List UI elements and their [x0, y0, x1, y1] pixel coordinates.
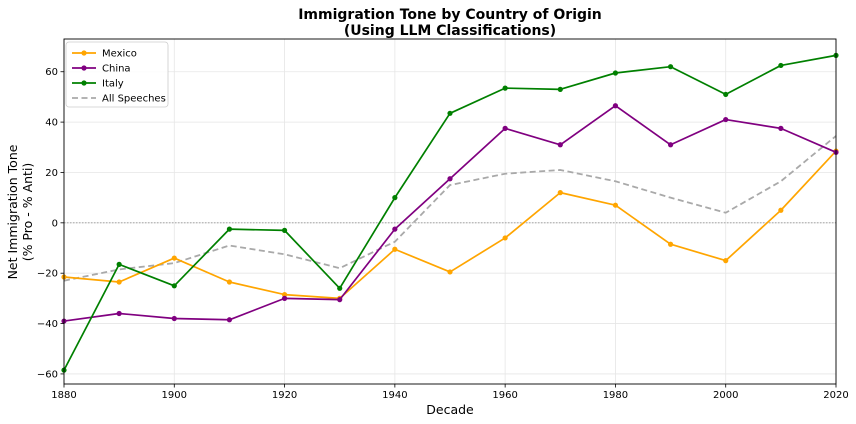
data-point-china	[281, 295, 288, 301]
data-point-china	[502, 125, 508, 131]
data-point-italy	[557, 86, 563, 92]
data-point-italy	[667, 64, 674, 70]
y-axis-label-line2: (% Pro - % Anti)	[20, 163, 35, 262]
data-point-china	[612, 103, 619, 109]
legend-marker-mexico	[81, 50, 87, 56]
data-point-china	[723, 116, 729, 123]
data-point-italy	[392, 195, 398, 201]
data-point-italy	[723, 91, 729, 98]
x-tick-label: 1960	[492, 390, 517, 401]
legend-label-mexico: Mexico	[102, 49, 137, 60]
data-point-mexico	[226, 279, 233, 285]
chart-subtitle: (Using LLM Classifications)	[344, 23, 556, 39]
data-point-italy	[226, 226, 233, 232]
legend-items: Mexico China Italy All Speeches	[72, 49, 166, 105]
series-layer	[61, 52, 839, 373]
data-point-china	[557, 142, 563, 148]
y-tick-label: 0	[52, 218, 58, 229]
x-tick-label: 1980	[603, 390, 628, 401]
y-axis-label: Net Immigration Tone	[5, 144, 20, 279]
x-tick-label: 1920	[272, 390, 297, 401]
legend-label-china: China	[102, 64, 131, 75]
data-point-mexico	[447, 269, 453, 275]
legend-marker-china	[81, 65, 87, 71]
y-tick-label: 20	[45, 168, 58, 179]
data-point-china	[171, 315, 177, 322]
data-point-mexico	[281, 292, 288, 298]
plot-frame	[63, 38, 837, 385]
y-tick-label: 60	[45, 67, 58, 78]
data-point-mexico	[723, 258, 729, 264]
data-point-italy	[612, 70, 619, 76]
data-point-italy	[778, 62, 784, 69]
data-point-italy	[337, 285, 343, 291]
x-tick-label: 2000	[713, 390, 738, 401]
data-point-mexico	[557, 190, 563, 196]
data-point-mexico	[171, 255, 177, 261]
data-point-china	[447, 176, 453, 182]
x-ticks: 1880 1900 1920 1940 1960 1980 2000 2020	[51, 384, 849, 401]
data-point-mexico	[392, 246, 398, 252]
series-line-all-speeches	[63, 135, 837, 282]
legend-marker-italy	[81, 80, 87, 86]
data-point-china	[337, 297, 343, 303]
x-tick-label: 1880	[51, 390, 76, 401]
data-point-italy	[502, 85, 508, 91]
data-point-mexico	[502, 235, 508, 241]
x-tick-label: 1900	[162, 390, 187, 401]
data-point-italy	[281, 227, 288, 233]
data-point-mexico	[667, 241, 674, 247]
x-axis-label: Decade	[426, 402, 474, 417]
data-point-china	[226, 317, 233, 323]
y-ticks: −60 −40 −20 0 20 40 60	[37, 67, 64, 380]
data-point-mexico	[778, 207, 784, 213]
y-tick-label: −40	[37, 319, 58, 330]
y-tick-label: −60	[37, 369, 58, 380]
data-point-italy	[447, 110, 453, 116]
y-tick-label: −20	[37, 269, 58, 280]
data-point-china	[392, 226, 398, 232]
chart-title: Immigration Tone by Country of Origin	[298, 7, 602, 23]
x-tick-label: 2020	[823, 390, 848, 401]
data-point-china	[778, 125, 784, 131]
y-tick-label: 40	[45, 118, 58, 129]
legend-box	[65, 41, 169, 108]
data-point-china	[116, 310, 122, 317]
legend: Mexico China Italy All Speeches	[65, 41, 169, 108]
data-point-italy	[116, 261, 122, 267]
legend-label-all-speeches: All Speeches	[102, 94, 166, 105]
data-point-italy	[171, 283, 177, 289]
legend-label-italy: Italy	[102, 79, 124, 90]
data-point-china	[667, 142, 674, 148]
data-point-mexico	[116, 279, 122, 285]
x-tick-label: 1940	[382, 390, 407, 401]
data-point-mexico	[612, 202, 619, 208]
